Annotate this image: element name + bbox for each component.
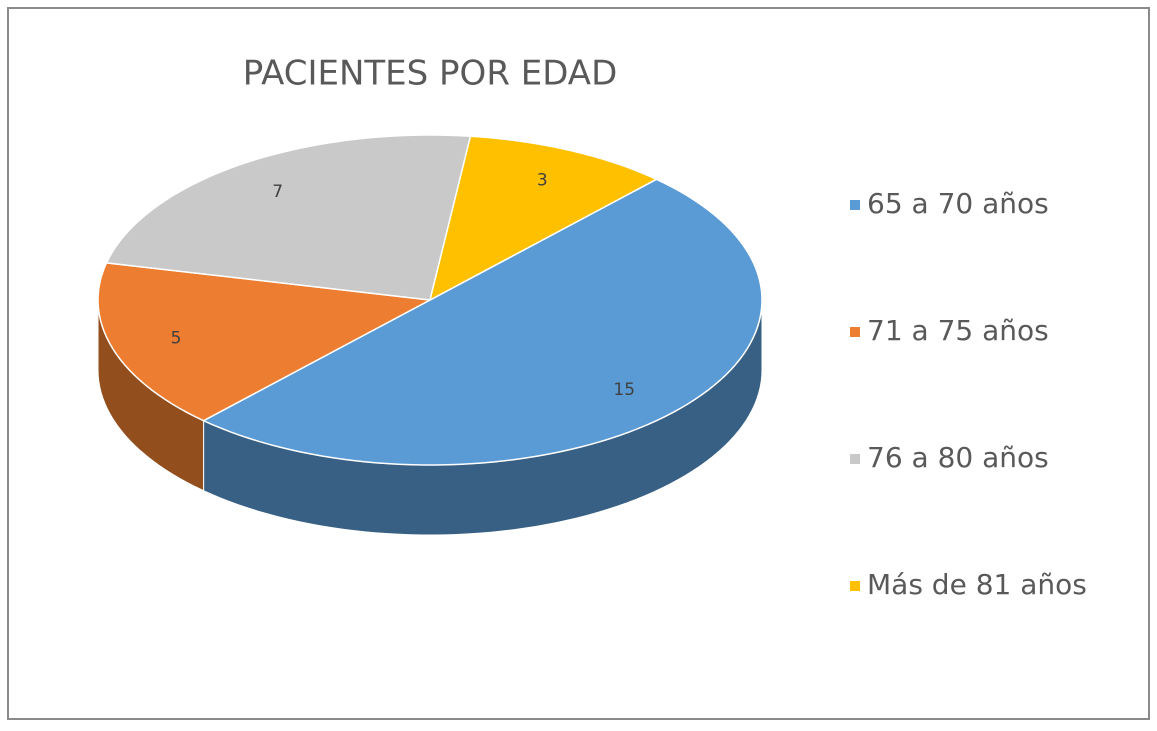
slice — [428, 135, 659, 302]
slice — [201, 178, 763, 466]
legend-label: 71 a 75 años — [867, 314, 1049, 347]
legend-label: 65 a 70 años — [867, 187, 1049, 220]
legend-label: 76 a 80 años — [867, 441, 1049, 474]
legend-marker — [850, 454, 860, 464]
data-label: 3 — [537, 170, 548, 190]
slice — [97, 262, 433, 422]
data-label: 7 — [272, 182, 283, 202]
chart-title: PACIENTES POR EDAD — [243, 54, 618, 94]
legend-marker — [850, 581, 860, 591]
legend-marker — [850, 327, 860, 337]
slice — [105, 134, 472, 301]
legend-label: Más de 81 años — [867, 568, 1087, 601]
data-label: 5 — [171, 329, 182, 349]
legend-marker — [850, 200, 860, 210]
data-label: 15 — [613, 380, 635, 400]
